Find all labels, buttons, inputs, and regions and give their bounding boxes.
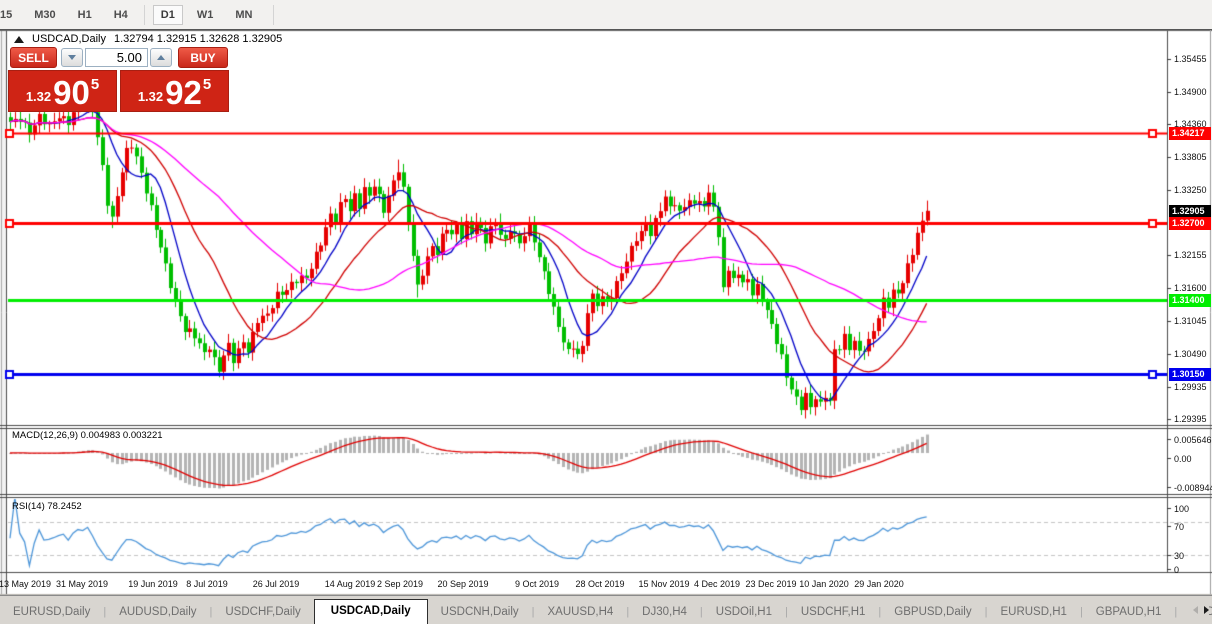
- date-axis-label: 23 Dec 2019: [745, 579, 797, 589]
- hline-price-badge: 1.31400: [1169, 294, 1211, 307]
- tab-scroll-left-icon[interactable]: [1193, 606, 1198, 614]
- symbol-tab-bar: EURUSD,Daily | AUDUSD,Daily | USDCHF,Daily US…: [0, 595, 1212, 624]
- price-axis-label: 1.29395: [1174, 414, 1207, 424]
- ask-price-big: 92: [165, 73, 202, 111]
- collapse-triangle-icon[interactable]: [14, 35, 24, 43]
- date-axis-label: 20 Sep 2019: [437, 579, 489, 589]
- price-axis-label: 1.35455: [1174, 54, 1207, 64]
- rsi-axis-label: 30: [1174, 551, 1185, 561]
- timeframe-button-H4[interactable]: H4: [106, 5, 136, 25]
- chevron-up-icon: [157, 55, 165, 60]
- tab-scroll-right-icon[interactable]: [1204, 606, 1209, 614]
- date-axis-label: 14 Aug 2019: [324, 579, 376, 589]
- price-axis-label: 1.34360: [1174, 119, 1207, 129]
- date-axis-label: 13 May 2019: [0, 579, 52, 589]
- ask-quote-box[interactable]: 1.32 92 5: [120, 70, 229, 112]
- tab-separator: |: [1174, 606, 1178, 618]
- tab-gbpaud-h1[interactable]: GBPAUD,H1: [1095, 606, 1162, 618]
- price-axis-label: 1.32155: [1174, 250, 1207, 260]
- tab-xauusd-h4[interactable]: XAUUSD,H4: [547, 606, 614, 618]
- date-axis-label: 4 Dec 2019: [693, 579, 741, 589]
- ask-price-pipette: 5: [202, 76, 212, 93]
- tab-separator: |: [209, 606, 213, 618]
- date-axis-label: 19 Jun 2019: [128, 579, 178, 589]
- date-axis-label: 28 Oct 2019: [575, 579, 625, 589]
- tab-scroll-arrows: [1187, 596, 1209, 624]
- date-axis-label: 26 Jul 2019: [252, 579, 300, 589]
- toolbar-separator: [143, 4, 145, 25]
- timeframe-button-MN[interactable]: MN: [227, 5, 260, 25]
- date-axis-label: 15 Nov 2019: [638, 579, 690, 589]
- tab-usdoil-h1[interactable]: USDOil,H1: [715, 606, 773, 618]
- macd-axis-label: 0.005646: [1174, 435, 1212, 445]
- volume-decrease-button[interactable]: [61, 48, 83, 67]
- price-axis-label: 1.34900: [1174, 87, 1207, 97]
- tab-separator: |: [699, 606, 703, 618]
- price-axis-label: 1.29935: [1174, 382, 1207, 392]
- date-axis-label: 8 Jul 2019: [186, 579, 228, 589]
- rsi-axis-label: 70: [1174, 522, 1185, 532]
- chevron-down-icon: [68, 55, 76, 60]
- timeframe-toolbar: 15 M30 H1 H4 D1 W1 MN: [0, 0, 1212, 30]
- tab-usdcad-daily[interactable]: USDCAD,Daily: [313, 599, 428, 624]
- hline-price-badge: 1.30150: [1169, 368, 1211, 381]
- date-axis-label: 9 Oct 2019: [514, 579, 560, 589]
- timeframe-button-15[interactable]: 15: [0, 5, 20, 25]
- hline-price-badge: 1.32700: [1169, 217, 1211, 230]
- timeframe-button-M30[interactable]: M30: [26, 5, 63, 25]
- rsi-indicator-label: RSI(14) 78.2452: [12, 501, 82, 512]
- price-axis-label: 1.33250: [1174, 185, 1207, 195]
- tab-dj30-h4[interactable]: DJ30,H4: [642, 606, 687, 618]
- rsi-axis-label: 100: [1174, 504, 1190, 514]
- macd-axis-label: -0.008944: [1174, 483, 1212, 493]
- tab-separator: |: [878, 606, 882, 618]
- price-axis-label: 1.30490: [1174, 349, 1207, 359]
- date-axis-label: 31 May 2019: [55, 579, 109, 589]
- tab-separator: |: [1079, 606, 1083, 618]
- date-axis-label: 2 Sep 2019: [376, 579, 424, 589]
- sell-button[interactable]: SELL: [10, 47, 57, 68]
- macd-indicator-label: MACD(12,26,9) 0.004983 0.003221: [12, 430, 163, 441]
- bid-quote-box[interactable]: 1.32 90 5: [8, 70, 117, 112]
- tab-usdchf-h1[interactable]: USDCHF,H1: [800, 606, 866, 618]
- tab-audusd-daily[interactable]: AUDUSD,Daily: [119, 606, 197, 618]
- symbol-title: USDCAD,Daily: [32, 33, 106, 45]
- tab-gbpusd-daily[interactable]: GBPUSD,Daily: [894, 606, 972, 618]
- one-click-trade-panel: SELL 5.00 BUY 1.32 90 5 1.32 92 5: [8, 46, 230, 114]
- bid-price-big: 90: [53, 73, 90, 111]
- ask-price-prefix: 1.32: [137, 89, 164, 104]
- tab-separator: |: [531, 606, 535, 618]
- volume-input[interactable]: 5.00: [85, 48, 148, 67]
- tab-eurusd-daily[interactable]: EURUSD,Daily: [13, 606, 91, 618]
- timeframe-button-W1[interactable]: W1: [189, 5, 222, 25]
- toolbar-separator: [273, 4, 275, 25]
- price-axis-label: 1.31045: [1174, 316, 1207, 326]
- buy-button[interactable]: BUY: [178, 47, 228, 68]
- macd-axis-label: 0.00: [1174, 454, 1192, 464]
- tab-separator: |: [103, 606, 107, 618]
- current-price-badge: 1.32905: [1169, 205, 1211, 218]
- hline-price-badge: 1.34217: [1169, 127, 1211, 140]
- chart-header: USDCAD,Daily 1.32794 1.32915 1.32628 1.3…: [14, 33, 282, 45]
- tab-separator: |: [984, 606, 988, 618]
- tab-usdcnh-daily[interactable]: USDCNH,Daily: [440, 606, 519, 618]
- rsi-axis-label: 0: [1174, 565, 1180, 575]
- tab-eurusd-h1[interactable]: EURUSD,H1: [1000, 606, 1067, 618]
- bid-price-prefix: 1.32: [25, 89, 52, 104]
- date-axis-label: 10 Jan 2020: [799, 579, 849, 589]
- tab-separator: |: [785, 606, 788, 618]
- bid-price-pipette: 5: [90, 76, 100, 93]
- tab-separator: |: [626, 606, 630, 618]
- ohlc-values: 1.32794 1.32915 1.32628 1.32905: [113, 33, 283, 45]
- tab-usdchf-daily[interactable]: USDCHF,Daily: [225, 606, 301, 618]
- timeframe-button-D1[interactable]: D1: [152, 4, 183, 25]
- price-axis-label: 1.33805: [1174, 152, 1207, 162]
- price-axis-label: 1.31600: [1174, 283, 1207, 293]
- date-axis-label: 29 Jan 2020: [854, 579, 904, 589]
- volume-increase-button[interactable]: [150, 48, 172, 67]
- timeframe-button-H1[interactable]: H1: [70, 5, 100, 25]
